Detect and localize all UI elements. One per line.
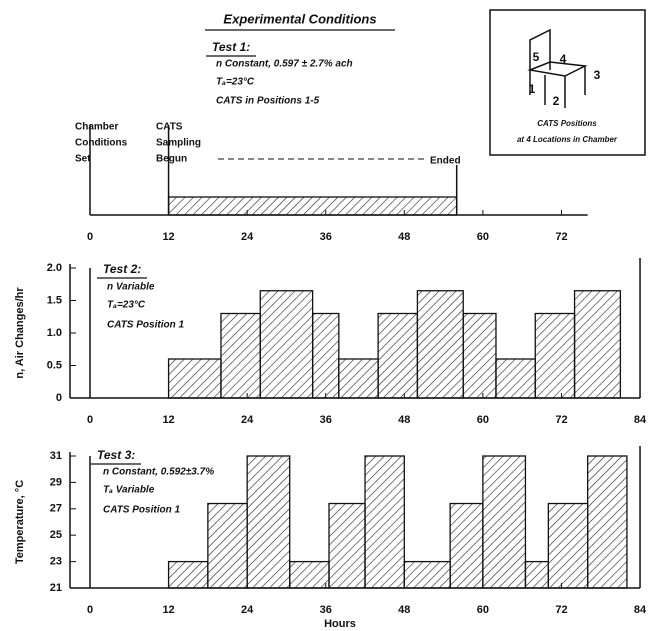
inset-label: 5 (533, 50, 540, 64)
y-tick-label: 0 (56, 392, 62, 404)
step-bar (482, 455, 527, 589)
annotation: n Constant, 0.597 ± 2.7% ach (216, 59, 353, 70)
step-bar (220, 312, 261, 399)
y-axis-label: Temperature, °C (14, 480, 26, 564)
x-tick-label: 36 (320, 231, 332, 243)
step-bar (311, 312, 340, 399)
y-tick-label: 21 (50, 582, 62, 594)
step-bar (246, 455, 291, 589)
y-axis-label: n, Air Changes/hr (14, 287, 26, 379)
step-bar (586, 455, 628, 589)
step-bar (377, 312, 419, 399)
x-tick-label: 36 (320, 414, 332, 426)
inset-frame (489, 9, 646, 156)
annotation: Test 2: (103, 262, 141, 276)
annotation: Set (75, 154, 91, 165)
step-bar (495, 358, 536, 399)
y-tick-label: 27 (50, 503, 62, 515)
inset-caption: CATS Positions (537, 119, 597, 128)
annotation: Conditions (75, 138, 128, 149)
annotation: CATS (156, 122, 183, 133)
step-bar (547, 502, 589, 589)
chair-drawing (527, 28, 588, 108)
x-tick-label: 12 (162, 231, 174, 243)
x-tick-label: 12 (162, 414, 174, 426)
annotation: CATS Position 1 (107, 320, 184, 331)
x-tick-label: 24 (241, 231, 254, 243)
step-bar (259, 290, 314, 399)
x-tick-label: 12 (162, 604, 174, 616)
y-tick-label: 1.0 (47, 327, 62, 339)
x-axis-label: Hours (324, 618, 356, 630)
step-bar (524, 560, 550, 589)
inset-label: 3 (594, 68, 601, 82)
y-tick-label: 31 (50, 450, 62, 462)
annotation: CATS Position 1 (103, 505, 180, 516)
x-tick-label: 60 (477, 414, 489, 426)
sampling-bar (167, 196, 458, 216)
y-tick-label: 23 (50, 556, 62, 568)
annotation: Test 3: (97, 448, 135, 462)
annotation: Tₐ=23°C (107, 300, 146, 311)
step-bar (573, 290, 622, 399)
step-bar (449, 502, 484, 589)
x-tick-label: 24 (241, 604, 254, 616)
y-tick-label: 29 (50, 476, 62, 488)
annotation: Tₐ=23°C (216, 77, 255, 88)
x-tick-label: 84 (634, 414, 647, 426)
step-bar (207, 502, 248, 589)
annotation: Chamber (75, 122, 118, 133)
x-tick-label: 0 (87, 604, 93, 616)
x-tick-label: 0 (87, 414, 93, 426)
step-bar (167, 560, 209, 589)
y-tick-label: 2.0 (47, 262, 62, 274)
inset-label: 4 (560, 52, 567, 66)
inset-caption: at 4 Locations in Chamber (517, 135, 618, 144)
x-tick-label: 72 (555, 604, 567, 616)
step-bar (403, 560, 451, 589)
x-tick-label: 48 (398, 414, 410, 426)
annotation: Sampling (156, 138, 201, 149)
x-tick-label: 48 (398, 604, 410, 616)
step-bar (338, 358, 379, 399)
x-tick-label: 60 (477, 231, 489, 243)
annotation: CATS in Positions 1-5 (216, 96, 320, 107)
inset-label: 2 (553, 94, 560, 108)
x-tick-label: 0 (87, 231, 93, 243)
step-bar (364, 455, 405, 589)
step-bar (167, 358, 222, 399)
inset-label: 1 (529, 82, 536, 96)
x-tick-label: 24 (241, 414, 254, 426)
y-tick-label: 25 (50, 529, 62, 541)
annotation: Tₐ Variable (103, 485, 155, 496)
y-tick-label: 0.5 (47, 359, 62, 371)
annotation: Test 1: (212, 40, 250, 54)
annotation: Ended (430, 156, 461, 167)
step-bar (289, 560, 330, 589)
annotation: n Variable (107, 282, 155, 293)
step-bar (462, 312, 497, 399)
step-bar (328, 502, 366, 589)
step-bar (416, 290, 464, 399)
x-tick-label: 72 (555, 231, 567, 243)
x-tick-label: 36 (320, 604, 332, 616)
annotation: n Constant, 0.592±3.7% (103, 467, 214, 478)
x-tick-label: 72 (555, 414, 567, 426)
annotation: Begun (156, 154, 187, 165)
x-tick-label: 60 (477, 604, 489, 616)
step-bar (534, 312, 576, 399)
x-tick-label: 84 (634, 604, 647, 616)
x-tick-label: 48 (398, 231, 410, 243)
chart-title: Experimental Conditions (223, 11, 376, 26)
y-tick-label: 1.5 (47, 294, 62, 306)
